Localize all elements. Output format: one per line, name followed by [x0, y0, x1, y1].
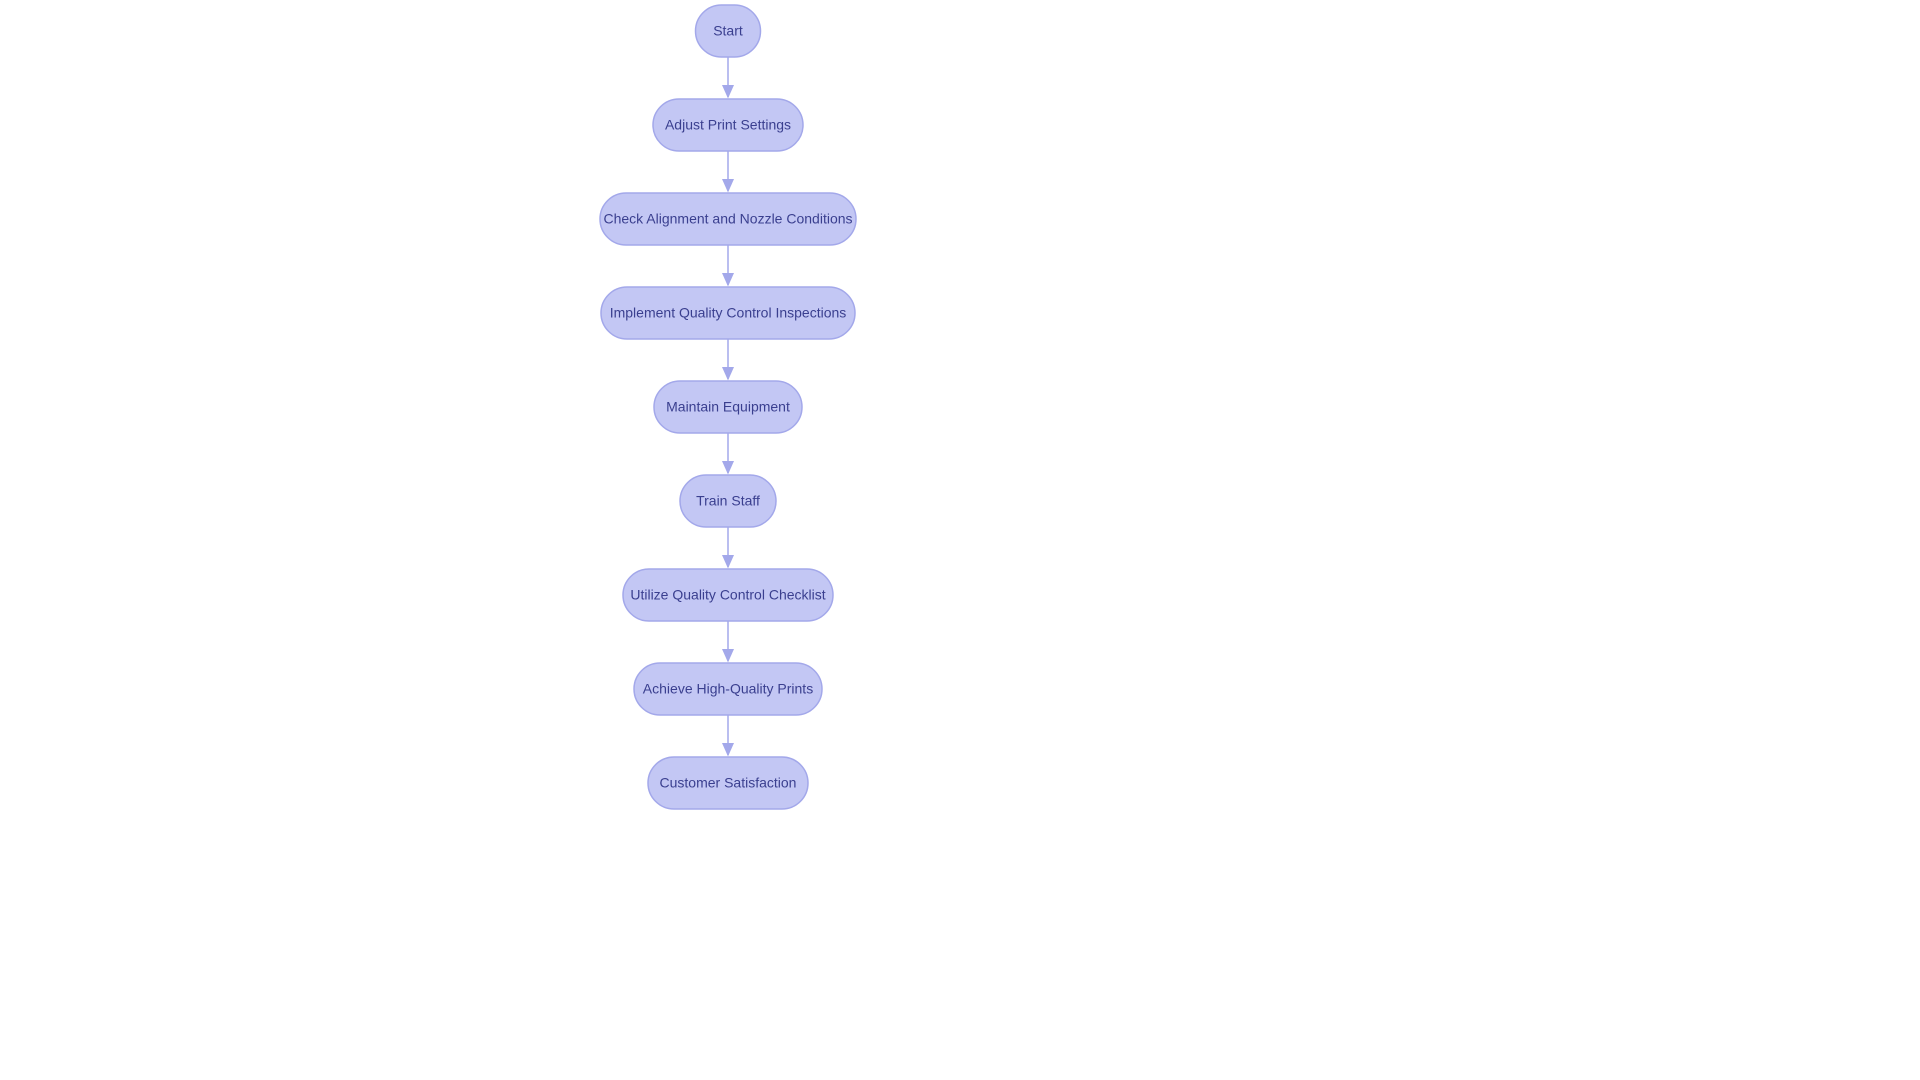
- flow-node-label: Check Alignment and Nozzle Conditions: [603, 211, 852, 227]
- flow-node-train: Train Staff: [680, 475, 776, 527]
- flowchart-diagram: Start Adjust Print Settings Check Alignmen…: [0, 0, 1920, 1080]
- flow-node-start: Start: [696, 5, 761, 57]
- flow-node-adjust: Adjust Print Settings: [653, 99, 803, 151]
- flow-node-maintain: Maintain Equipment: [654, 381, 802, 433]
- flow-node-utilize: Utilize Quality Control Checklist: [623, 569, 833, 621]
- flow-node-satisfaction: Customer Satisfaction: [648, 757, 808, 809]
- flow-node-label: Adjust Print Settings: [665, 117, 791, 133]
- flow-node-label: Customer Satisfaction: [660, 775, 797, 791]
- flow-node-label: Start: [713, 23, 743, 39]
- flow-node-label: Achieve High-Quality Prints: [643, 681, 813, 697]
- flow-node-check: Check Alignment and Nozzle Conditions: [600, 193, 856, 245]
- flow-node-implement: Implement Quality Control Inspections: [601, 287, 855, 339]
- flow-node-label: Train Staff: [696, 493, 760, 509]
- flow-node-label: Implement Quality Control Inspections: [610, 305, 847, 321]
- flow-node-achieve: Achieve High-Quality Prints: [634, 663, 822, 715]
- flow-node-label: Utilize Quality Control Checklist: [630, 587, 825, 603]
- flow-node-label: Maintain Equipment: [666, 399, 790, 415]
